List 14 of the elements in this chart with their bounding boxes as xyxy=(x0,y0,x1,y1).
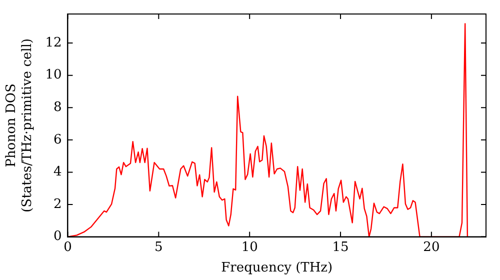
x-tick-label: 15 xyxy=(332,240,349,255)
y-tick-label: 6 xyxy=(53,132,62,148)
y-tick-label: 4 xyxy=(53,164,62,180)
y-tick-label: 8 xyxy=(53,100,62,116)
y-tick-label: 0 xyxy=(53,229,62,244)
x-tick-label: 0 xyxy=(64,240,72,255)
x-tick-label: 10 xyxy=(241,240,258,255)
y-axis-title: Phonon DOS (States/THz·primitive cell) xyxy=(4,38,35,212)
y-tick-label: 2 xyxy=(53,196,62,212)
x-axis-title: Frequency (THz) xyxy=(221,260,333,276)
x-tick-label: 5 xyxy=(154,240,163,255)
y-tick-label: 10 xyxy=(45,68,62,83)
x-tick-label: 20 xyxy=(423,240,440,255)
y-tick-label: 12 xyxy=(45,35,62,50)
